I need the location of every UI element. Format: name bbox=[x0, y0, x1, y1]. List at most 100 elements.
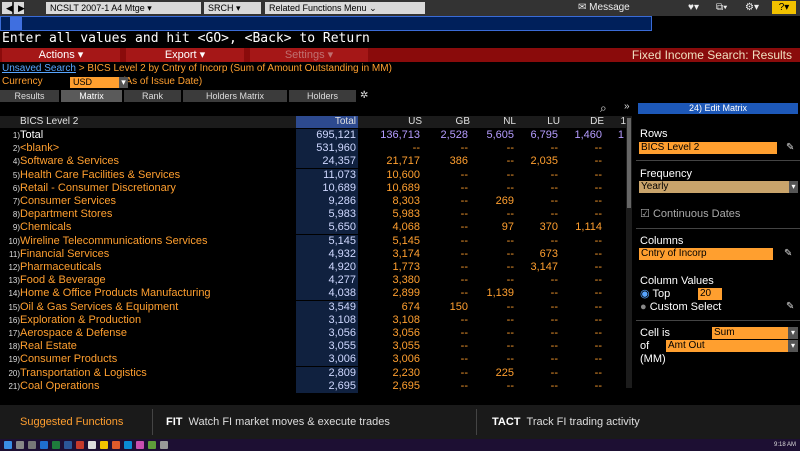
table-row[interactable]: 11) Financial Services 4,932 3,174 -- -- 673 -- bbox=[0, 247, 630, 261]
security-field[interactable]: NCSLT 2007-1 A4 Mtge ▾ bbox=[46, 2, 201, 14]
cell-de[interactable]: -- bbox=[594, 168, 602, 181]
table-row[interactable]: 16) Exploration & Production 3,108 3,108 -- -… bbox=[0, 313, 630, 327]
cell-us[interactable]: 5,145 bbox=[392, 234, 420, 247]
cell-total[interactable]: 2,809 bbox=[296, 366, 358, 380]
export-menu[interactable]: Export ▾ bbox=[126, 48, 244, 62]
bloomberg-icon[interactable] bbox=[112, 441, 120, 449]
table-row[interactable]: 13) Food & Beverage 4,277 3,380 -- -- -- -- bbox=[0, 274, 630, 288]
cell-gb[interactable]: 2,528 bbox=[440, 129, 468, 141]
cell-total[interactable]: 3,549 bbox=[296, 300, 358, 314]
cell-gb[interactable]: -- bbox=[460, 234, 468, 247]
cell-total[interactable]: 5,145 bbox=[296, 234, 358, 248]
row-label[interactable]: Coal Operations bbox=[20, 379, 100, 392]
currency-select[interactable]: USD ▾ bbox=[70, 77, 128, 88]
cell-lu[interactable]: -- bbox=[550, 287, 558, 300]
cell-gb[interactable]: -- bbox=[460, 366, 468, 379]
tab-holders-matrix[interactable]: Holders Matrix bbox=[183, 90, 288, 102]
rows-field[interactable]: BICS Level 2 bbox=[639, 142, 777, 154]
related-functions-button[interactable]: Related Functions Menu ⌄ bbox=[265, 2, 425, 14]
row-label[interactable]: Transportation & Logistics bbox=[20, 366, 147, 379]
table-row[interactable]: 17) Aerospace & Defense 3,056 3,056 -- -- -- -- bbox=[0, 327, 630, 340]
app-icon[interactable] bbox=[124, 441, 132, 449]
gear-icon[interactable]: ⚙▾ bbox=[745, 2, 759, 13]
row-label[interactable]: Department Stores bbox=[20, 208, 113, 221]
cell-gb[interactable]: -- bbox=[460, 181, 468, 194]
command-line-input[interactable] bbox=[0, 16, 652, 31]
row-label[interactable]: Aerospace & Defense bbox=[20, 327, 128, 339]
frequency-select[interactable]: Yearly bbox=[639, 181, 789, 193]
cell-us[interactable]: 4,068 bbox=[392, 221, 420, 234]
cell-us[interactable]: 3,108 bbox=[392, 313, 420, 326]
cell-nl[interactable]: -- bbox=[506, 353, 514, 366]
cell-total[interactable]: 24,357 bbox=[296, 155, 358, 169]
cell-lu[interactable]: -- bbox=[550, 327, 558, 339]
cell-de[interactable]: -- bbox=[594, 287, 602, 300]
cell-de[interactable]: -- bbox=[594, 366, 602, 379]
row-label[interactable]: Real Estate bbox=[20, 340, 77, 353]
cell-us[interactable]: 8,303 bbox=[392, 195, 420, 207]
col-header-nl[interactable]: NL bbox=[503, 116, 516, 127]
columns-field[interactable]: Cntry of Incorp bbox=[639, 248, 773, 260]
cell-gb[interactable]: -- bbox=[460, 353, 468, 366]
cell-nl[interactable]: -- bbox=[506, 261, 514, 273]
top-count-field[interactable]: 20 bbox=[698, 288, 722, 300]
app-icon[interactable] bbox=[136, 441, 144, 449]
table-row[interactable]: 5) Health Care Facilities & Services 11,07… bbox=[0, 168, 630, 182]
col-header-total[interactable]: Total bbox=[296, 116, 358, 128]
cell-lu[interactable]: -- bbox=[550, 379, 558, 392]
cell-de[interactable]: -- bbox=[594, 313, 602, 326]
cell-gb[interactable]: 150 bbox=[449, 300, 468, 313]
table-row[interactable]: 21) Coal Operations 2,695 2,695 -- -- -- -- bbox=[0, 379, 630, 393]
cell-nl[interactable]: -- bbox=[506, 274, 514, 287]
window-icon[interactable]: ⧉▾ bbox=[716, 2, 728, 13]
col-header-us[interactable]: US bbox=[408, 116, 422, 127]
cell-nl[interactable]: -- bbox=[506, 300, 514, 313]
row-label[interactable]: Exploration & Production bbox=[20, 313, 142, 326]
cell-total[interactable]: 2,695 bbox=[296, 379, 358, 393]
cell-total[interactable]: 3,006 bbox=[296, 353, 358, 367]
table-row[interactable]: 19) Consumer Products 3,006 3,006 -- -- -- -- bbox=[0, 353, 630, 367]
windows-start-icon[interactable] bbox=[4, 441, 12, 449]
chrome-icon[interactable] bbox=[88, 441, 96, 449]
tab-holders[interactable]: Holders bbox=[289, 90, 357, 102]
help-icon[interactable]: ?▾ bbox=[772, 1, 796, 14]
cell-us[interactable]: 10,689 bbox=[386, 181, 420, 194]
cell-us[interactable]: 3,056 bbox=[392, 327, 420, 339]
custom-select-radio[interactable]: ● Custom Select bbox=[640, 301, 721, 314]
cell-us[interactable]: 2,695 bbox=[392, 379, 420, 392]
cell-de[interactable]: -- bbox=[594, 181, 602, 194]
cell-total[interactable]: 3,108 bbox=[296, 313, 358, 327]
table-row[interactable]: 2) <blank> 531,960 -- -- -- -- -- bbox=[0, 142, 630, 156]
cell-de[interactable]: -- bbox=[594, 234, 602, 247]
row-label[interactable]: Oil & Gas Services & Equipment bbox=[20, 300, 179, 313]
table-row[interactable]: 18) Real Estate 3,055 3,055 -- -- -- -- bbox=[0, 340, 630, 354]
cell-gb[interactable]: -- bbox=[460, 274, 468, 287]
cell-lu[interactable]: -- bbox=[550, 195, 558, 207]
cell-nl[interactable]: -- bbox=[506, 379, 514, 392]
row-label[interactable]: Chemicals bbox=[20, 221, 72, 234]
row-label[interactable]: Food & Beverage bbox=[20, 274, 106, 287]
cell-total[interactable]: 4,038 bbox=[296, 287, 358, 301]
cell-nl[interactable]: -- bbox=[506, 142, 514, 155]
cell-de[interactable]: -- bbox=[594, 261, 602, 273]
search-icon[interactable]: ⌕ bbox=[600, 101, 607, 115]
cell-gb[interactable]: -- bbox=[460, 313, 468, 326]
table-row[interactable]: 20) Transportation & Logistics 2,809 2,230 -… bbox=[0, 366, 630, 380]
heart-icon[interactable]: ♥▾ bbox=[688, 2, 699, 13]
cell-de[interactable]: 1,114 bbox=[575, 221, 602, 234]
cell-lu[interactable]: -- bbox=[550, 353, 558, 366]
folder-icon[interactable] bbox=[100, 441, 108, 449]
unsaved-search-link[interactable]: Unsaved Search bbox=[2, 63, 76, 74]
chevron-down-icon[interactable]: ▾ bbox=[788, 340, 798, 352]
cell-lu[interactable]: 370 bbox=[539, 221, 558, 234]
table-row[interactable]: 1) Total 695,121 136,713 2,528 5,605 6,795 1,46… bbox=[0, 129, 630, 142]
cell-field-select[interactable]: Amt Out bbox=[666, 340, 788, 352]
outlook-icon[interactable] bbox=[40, 441, 48, 449]
cell-nl[interactable]: 5,605 bbox=[486, 129, 514, 141]
cell-de[interactable]: -- bbox=[594, 247, 602, 260]
table-row[interactable]: 15) Oil & Gas Services & Equipment 3,549 67… bbox=[0, 300, 630, 314]
gear-icon[interactable]: ✲ bbox=[360, 90, 369, 101]
cell-lu[interactable]: -- bbox=[550, 168, 558, 181]
cell-total[interactable]: 3,055 bbox=[296, 340, 358, 354]
cell-lu[interactable]: -- bbox=[550, 340, 558, 353]
